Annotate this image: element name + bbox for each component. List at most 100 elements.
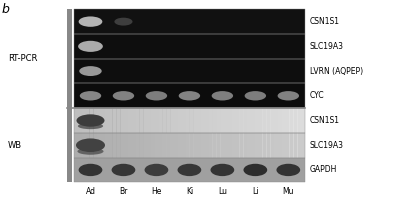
- Bar: [297, 108, 301, 133]
- Bar: [67, 9, 72, 182]
- Bar: [120, 133, 124, 158]
- Text: Lu: Lu: [218, 187, 227, 197]
- Bar: [212, 108, 217, 133]
- Bar: [89, 108, 94, 133]
- Bar: [174, 108, 178, 133]
- Bar: [251, 108, 255, 133]
- Ellipse shape: [79, 66, 102, 76]
- Bar: [74, 108, 305, 133]
- Bar: [228, 108, 232, 133]
- Bar: [286, 108, 290, 133]
- Bar: [78, 108, 82, 133]
- Bar: [93, 108, 98, 133]
- Bar: [190, 108, 194, 133]
- Bar: [197, 108, 201, 133]
- Bar: [266, 108, 270, 133]
- Bar: [128, 133, 132, 158]
- Bar: [124, 133, 128, 158]
- Bar: [182, 108, 186, 133]
- Bar: [270, 108, 274, 133]
- Bar: [159, 108, 163, 133]
- Ellipse shape: [144, 164, 168, 176]
- Bar: [97, 133, 101, 158]
- Ellipse shape: [245, 91, 266, 101]
- Bar: [232, 108, 236, 133]
- Bar: [224, 108, 228, 133]
- Bar: [162, 108, 167, 133]
- Ellipse shape: [278, 91, 299, 101]
- Bar: [105, 108, 109, 133]
- Bar: [178, 108, 182, 133]
- Bar: [93, 133, 98, 158]
- Bar: [240, 108, 244, 133]
- Bar: [124, 108, 128, 133]
- Ellipse shape: [79, 16, 102, 27]
- Bar: [74, 133, 305, 158]
- Bar: [240, 133, 244, 158]
- Ellipse shape: [114, 18, 132, 26]
- Bar: [197, 133, 201, 158]
- Bar: [74, 158, 305, 182]
- Bar: [209, 133, 213, 158]
- Bar: [132, 108, 136, 133]
- Bar: [74, 108, 78, 133]
- Bar: [255, 108, 259, 133]
- Bar: [193, 108, 198, 133]
- Text: LVRN (AQPEP): LVRN (AQPEP): [310, 67, 363, 76]
- Bar: [301, 108, 305, 133]
- Text: GAPDH: GAPDH: [310, 165, 337, 174]
- Bar: [186, 108, 190, 133]
- Bar: [74, 83, 305, 108]
- Bar: [290, 133, 294, 158]
- Bar: [247, 108, 251, 133]
- Bar: [201, 133, 205, 158]
- Bar: [216, 133, 220, 158]
- Text: SLC19A3: SLC19A3: [310, 141, 344, 150]
- Bar: [162, 133, 167, 158]
- Text: Ki: Ki: [186, 187, 193, 197]
- Ellipse shape: [178, 164, 201, 176]
- Bar: [128, 108, 132, 133]
- Bar: [147, 133, 151, 158]
- Ellipse shape: [244, 164, 267, 176]
- Bar: [297, 133, 301, 158]
- Bar: [151, 133, 155, 158]
- Bar: [186, 133, 190, 158]
- Text: Li: Li: [252, 187, 258, 197]
- Bar: [293, 108, 298, 133]
- Bar: [220, 133, 224, 158]
- Bar: [86, 108, 90, 133]
- Bar: [89, 133, 94, 158]
- Bar: [136, 133, 140, 158]
- Ellipse shape: [146, 91, 167, 101]
- Text: RT-PCR: RT-PCR: [8, 54, 37, 63]
- Bar: [170, 133, 174, 158]
- Bar: [112, 108, 117, 133]
- Ellipse shape: [76, 114, 104, 127]
- Bar: [78, 133, 82, 158]
- Bar: [282, 108, 286, 133]
- Bar: [262, 133, 267, 158]
- Bar: [139, 133, 144, 158]
- Bar: [155, 108, 159, 133]
- Bar: [155, 133, 159, 158]
- Bar: [259, 108, 263, 133]
- Text: CSN1S1: CSN1S1: [310, 116, 340, 125]
- Bar: [74, 59, 305, 83]
- Bar: [112, 133, 117, 158]
- Text: WB: WB: [8, 141, 22, 150]
- Bar: [247, 133, 251, 158]
- Ellipse shape: [78, 148, 104, 155]
- Bar: [212, 133, 217, 158]
- Bar: [278, 108, 282, 133]
- Bar: [274, 108, 278, 133]
- Ellipse shape: [112, 164, 135, 176]
- Bar: [193, 133, 198, 158]
- Bar: [190, 133, 194, 158]
- Bar: [74, 158, 305, 182]
- Bar: [74, 133, 305, 158]
- Bar: [278, 133, 282, 158]
- Bar: [224, 133, 228, 158]
- Bar: [251, 133, 255, 158]
- Bar: [166, 133, 170, 158]
